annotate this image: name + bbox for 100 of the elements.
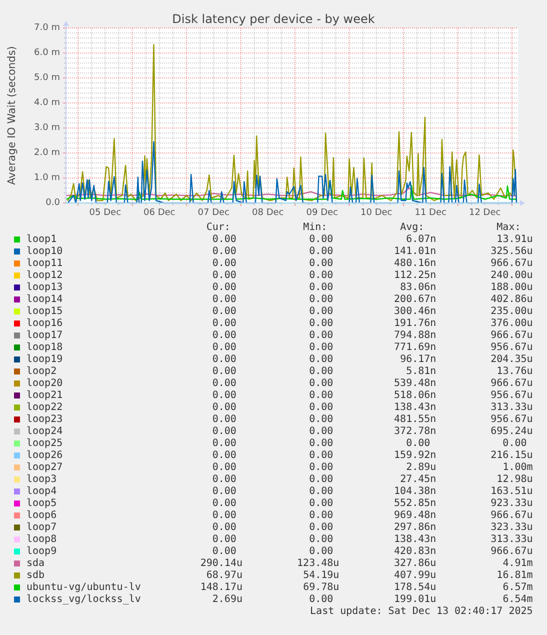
text: Cur: <box>206 222 230 234</box>
text: 794.88n <box>394 330 436 341</box>
text: 0.00 <box>212 534 236 545</box>
text: 402.86u <box>490 294 533 305</box>
chart-title: Disk latency per device - by week <box>172 12 375 26</box>
text: 0.00 <box>309 414 334 425</box>
text: 5.81n <box>406 366 436 377</box>
text: 0.00 <box>309 438 334 449</box>
text: 188.00u <box>490 282 533 293</box>
text: 923.33u <box>490 498 533 509</box>
legend-label: loop14 <box>26 294 63 305</box>
text: 68.97u <box>206 570 242 581</box>
legend-label: loop21 <box>26 390 63 401</box>
text: 96.17n <box>400 354 436 365</box>
text: 0.00 <box>309 534 334 545</box>
text: 0.00 <box>212 402 236 413</box>
text: 0.00 <box>212 390 236 401</box>
x-tick-label: 07 Dec <box>198 208 230 218</box>
legend-label: loop26 <box>26 450 63 461</box>
legend-label: loop6 <box>26 510 57 521</box>
text: 16.81m <box>496 570 533 581</box>
text: 2.69u <box>212 594 242 605</box>
text: 204.35u <box>490 354 533 365</box>
text: 0.00 <box>212 450 236 461</box>
x-tick-label: 08 Dec <box>252 208 284 218</box>
text: 0.00 <box>309 306 334 317</box>
text: 0.00 <box>309 450 334 461</box>
text: 235.00u <box>490 306 533 317</box>
legend-label: loop22 <box>26 402 63 413</box>
text: 159.92n <box>394 450 436 461</box>
legend-label: loop9 <box>26 546 57 557</box>
text: 27.45n <box>400 474 436 485</box>
text: 695.24u <box>490 426 533 437</box>
text: Max: <box>496 222 521 234</box>
text: 0.00 <box>309 498 334 509</box>
text: 0.00 <box>309 366 334 377</box>
legend-label: loop16 <box>26 318 63 329</box>
text: 0.00 <box>502 438 527 449</box>
text: 240.00u <box>490 270 533 281</box>
text: 0.00 <box>309 354 334 365</box>
text: 771.69n <box>394 342 436 353</box>
text: 327.86u <box>394 558 436 569</box>
legend-label: loop2 <box>26 366 57 377</box>
text: 313.33u <box>490 534 533 545</box>
text: 0.00 <box>212 378 236 389</box>
text: 13.91u <box>496 234 533 245</box>
text: Avg: <box>400 222 424 234</box>
legend-label: loop10 <box>26 246 63 257</box>
x-tick-label: 10 Dec <box>360 208 392 218</box>
text: 323.33u <box>490 522 533 533</box>
legend-label: loop15 <box>26 306 63 317</box>
text: 191.76n <box>394 318 436 329</box>
legend-label: loop19 <box>26 354 63 365</box>
text: 0.00 <box>212 270 236 281</box>
text: 0.00 <box>212 282 236 293</box>
legend-label: sdb <box>26 570 45 581</box>
text: 0.00 <box>212 462 236 473</box>
text: 0.00 <box>212 366 236 377</box>
y-tick-label: 5.0 m <box>34 73 60 83</box>
text: 552.85n <box>394 498 436 509</box>
text: 4.91m <box>502 558 533 569</box>
text: 297.86n <box>394 522 436 533</box>
text: 290.14u <box>200 558 242 569</box>
text: 13.76u <box>496 366 533 377</box>
text: 0.00 <box>309 234 334 245</box>
text: 420.83n <box>394 546 436 557</box>
line-series <box>66 187 518 196</box>
text: Last update: Sat Dec 13 02:40:17 2025 <box>310 606 533 617</box>
text: 0.00 <box>309 486 334 497</box>
text: 0.00 <box>309 282 334 293</box>
text: 0.00 <box>309 330 334 341</box>
y-tick-label: 2.0 m <box>34 148 60 158</box>
text: 966.67u <box>490 258 533 269</box>
legend-label: loop17 <box>26 330 63 341</box>
text: 480.16n <box>394 258 436 269</box>
line-series <box>67 44 518 202</box>
text: Min: <box>303 222 328 234</box>
text: 112.25n <box>394 270 436 281</box>
legend-label: loop8 <box>26 534 57 545</box>
text: 0.00 <box>212 438 236 449</box>
text: 12.98u <box>496 474 533 485</box>
y-tick-label: 4.0 m <box>34 98 60 108</box>
text: 0.00 <box>212 342 236 353</box>
text: 148.17u <box>200 582 242 593</box>
text: 0.00 <box>212 510 236 521</box>
text: 0.00 <box>309 474 334 485</box>
text: 0.00 <box>212 294 236 305</box>
y-tick-label: 1.0 m <box>34 173 60 183</box>
legend-label: loop20 <box>26 378 63 389</box>
legend-label: sda <box>26 558 45 569</box>
text: 138.43n <box>394 534 436 545</box>
legend-label: loop5 <box>26 498 57 509</box>
text: 481.55n <box>394 414 436 425</box>
text: 325.56u <box>490 246 533 257</box>
text: 178.54u <box>394 582 436 593</box>
text: 966.67u <box>490 330 533 341</box>
legend-label: ubuntu-vg/ubuntu-lv <box>26 582 141 593</box>
text: 6.54m <box>502 594 533 605</box>
text: 518.06n <box>394 390 436 401</box>
text: 966.67u <box>490 546 533 557</box>
